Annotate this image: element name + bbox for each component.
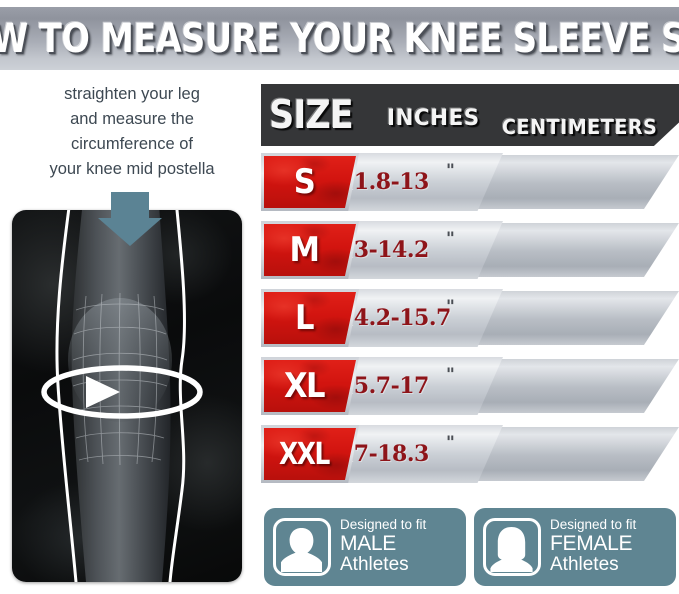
knee-leg-photo	[12, 210, 242, 582]
table-row: 33-36CM 13-14.2 " M	[261, 221, 679, 281]
size-chart-table: SIZE INCHES CENTIMETERS 30-33CM 11.8-13 …	[261, 84, 679, 493]
cell-inches: 14.2-15.7	[339, 305, 451, 331]
size-badge	[261, 289, 359, 347]
table-row: 36-40CM 14.2-15.7 " L	[261, 289, 679, 349]
size-badge-fill	[264, 156, 356, 208]
instruction-line-1: straighten your leg	[64, 85, 200, 103]
table-row: 44-47CM 17-18.3 " XXL	[261, 425, 679, 485]
size-badge-fill	[264, 360, 356, 412]
male-badge-prefix: Designed to fit	[340, 517, 427, 533]
avatar	[483, 518, 541, 576]
cell-size: XL	[283, 366, 326, 406]
cell-size: XXL	[279, 436, 330, 472]
female-badge-suffix: Athletes	[550, 554, 619, 576]
page-title: HOW TO MEASURE YOUR KNEE SLEEVE SIZE	[0, 15, 679, 62]
size-badge-fill	[264, 428, 356, 480]
inch-mark: "	[446, 297, 455, 317]
inch-mark: "	[446, 161, 455, 181]
size-badge	[261, 425, 359, 483]
male-badge-text: Designed to fit MALE Athletes	[340, 518, 426, 576]
measure-instructions: straighten your leg and measure the circ…	[16, 82, 248, 182]
header-banner	[0, 7, 679, 70]
cell-size: L	[295, 298, 315, 338]
inch-mark: "	[446, 365, 455, 385]
gender-badges: Designed to fit MALE Athletes Designed t…	[264, 508, 676, 586]
down-arrow-icon	[98, 192, 162, 246]
loop-arrowhead-icon	[86, 376, 120, 408]
size-badge-fill	[264, 292, 356, 344]
male-silhouette-icon	[281, 528, 322, 572]
size-badge-fill	[264, 224, 356, 276]
cell-size: M	[289, 230, 320, 270]
measuring-loop-icon	[41, 365, 203, 419]
female-silhouette-icon	[490, 527, 533, 572]
male-athletes-badge: Designed to fit MALE Athletes	[264, 508, 466, 586]
cell-size: S	[293, 162, 316, 202]
leg-illustration	[41, 210, 203, 582]
male-badge-gender: MALE	[340, 531, 396, 555]
size-badge	[261, 153, 359, 211]
avatar	[273, 518, 331, 576]
male-badge-suffix: Athletes	[340, 554, 409, 576]
table-header-row: SIZE INCHES CENTIMETERS	[261, 84, 679, 146]
female-badge-prefix: Designed to fit	[550, 517, 637, 533]
inch-mark: "	[446, 229, 455, 249]
column-header-centimeters: CENTIMETERS	[502, 115, 658, 139]
column-header-inches: INCHES	[387, 106, 480, 131]
size-badge	[261, 221, 359, 279]
instruction-line-2: and measure the	[70, 110, 194, 128]
column-header-size: SIZE	[269, 93, 354, 138]
female-athletes-badge: Designed to fit FEMALE Athletes	[474, 508, 676, 586]
inch-mark: "	[446, 433, 455, 453]
female-badge-gender: FEMALE	[550, 531, 633, 555]
instruction-line-4: your knee mid postella	[49, 160, 215, 178]
table-row: 30-33CM 11.8-13 " S	[261, 153, 679, 213]
size-badge	[261, 357, 359, 415]
instruction-line-3: circumference of	[71, 135, 193, 153]
female-badge-text: Designed to fit FEMALE Athletes	[550, 518, 636, 576]
table-row: 40-44CM 15.7-17 " XL	[261, 357, 679, 417]
